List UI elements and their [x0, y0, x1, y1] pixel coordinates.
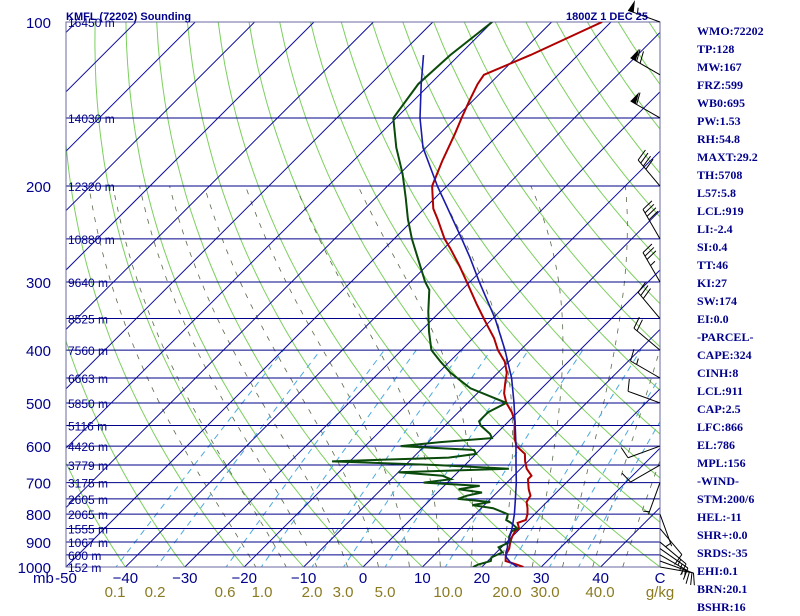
- height-label: 3779 m: [68, 459, 108, 473]
- sounding-index: TH:5708: [697, 166, 800, 184]
- height-label: 1555 m: [68, 523, 108, 537]
- temperature-tick-label: 20: [473, 570, 490, 587]
- sounding-index: EI:0.0: [697, 310, 800, 328]
- sounding-index: STM:200/6: [697, 490, 800, 508]
- height-label: 6663 m: [68, 372, 108, 386]
- height-label: 12320 m: [68, 180, 115, 194]
- sounding-index: CAPE:324: [697, 346, 800, 364]
- sounding-index: -WIND-: [697, 472, 800, 490]
- pressure-tick-label: 100: [26, 15, 51, 32]
- pressure-tick-label: 700: [26, 476, 51, 493]
- chart-title: KMFL (72202) Sounding: [66, 11, 191, 23]
- sounding-index: LCL:911: [697, 382, 800, 400]
- mixing-ratio-label: 0.1: [105, 584, 126, 600]
- temperature-tick-label: 0: [359, 570, 367, 587]
- height-label: 9640 m: [68, 276, 108, 290]
- sounding-index: LFC:866: [697, 418, 800, 436]
- sounding-index: SW:174: [697, 292, 800, 310]
- sounding-index: CAP:2.5: [697, 400, 800, 418]
- mixing-ratio-label: 1.0: [252, 584, 273, 600]
- sounding-index: WB0:695: [697, 94, 800, 112]
- mixing-ratio-label: 0.6: [215, 584, 236, 600]
- sounding-index: BRN:20.1: [697, 580, 800, 598]
- sounding-index: SI:0.4: [697, 238, 800, 256]
- mixing-ratio-label: 20.0: [492, 584, 521, 600]
- mixing-ratio-label: 5.0: [375, 584, 396, 600]
- sounding-index: SRDS:-35: [697, 544, 800, 562]
- height-label: 5116 m: [68, 419, 107, 433]
- mixing-ratio-label: 0.2: [145, 584, 166, 600]
- height-label: 3175 m: [68, 477, 108, 491]
- pressure-tick-label: 200: [26, 179, 51, 196]
- sounding-index: HEL:-11: [697, 508, 800, 526]
- sounding-index: L57:5.8: [697, 184, 800, 202]
- sounding-index: FRZ:599: [697, 76, 800, 94]
- sounding-index: -PARCEL-: [697, 328, 800, 346]
- height-label: 4426 m: [68, 440, 108, 454]
- height-label: 5850 m: [68, 397, 108, 411]
- height-label: 10880 m: [68, 233, 115, 247]
- mixing-ratio-label: 2.0: [302, 584, 323, 600]
- pressure-tick-label: 300: [26, 275, 51, 292]
- mixing-ratio-label: 40.0: [585, 584, 614, 600]
- sounding-index: TP:128: [697, 40, 800, 58]
- pressure-tick-label: 400: [26, 343, 51, 360]
- pressure-tick-label: 500: [26, 396, 51, 413]
- mixing-ratio-label: 30.0: [530, 584, 559, 600]
- sounding-index: MPL:156: [697, 454, 800, 472]
- height-label: 7560 m: [68, 344, 108, 358]
- sounding-index: BSHR:16: [697, 598, 800, 616]
- sounding-index: KI:27: [697, 274, 800, 292]
- sounding-index: EL:786: [697, 436, 800, 454]
- mixing-ratio-label: 3.0: [333, 584, 354, 600]
- sounding-index: SHR+:0.0: [697, 526, 800, 544]
- temperature-tick-label: 10: [414, 570, 431, 587]
- sounding-index: WMO:72202: [697, 22, 800, 40]
- sounding-index: PW:1.53: [697, 112, 800, 130]
- height-label: 14030 m: [68, 112, 115, 126]
- sounding-index: LI:-2.4: [697, 220, 800, 238]
- sounding-index: TT:46: [697, 256, 800, 274]
- pressure-tick-label: 600: [26, 439, 51, 456]
- height-label: 8525 m: [68, 313, 108, 327]
- y-axis-unit-label: mb: [33, 570, 54, 587]
- temperature-tick-label: -50: [55, 570, 77, 587]
- sounding-index: MAXT:29.2: [697, 148, 800, 166]
- sounding-index: RH:54.8: [697, 130, 800, 148]
- sounding-index: EHI:0.1: [697, 562, 800, 580]
- sounding-index: MW:167: [697, 58, 800, 76]
- mixing-ratio-label: 10.0: [433, 584, 462, 600]
- height-label: 2605 m: [68, 493, 108, 507]
- temperature-tick-label: −30: [172, 570, 197, 587]
- sounding-index: CINH:8: [697, 364, 800, 382]
- wind-barb-half-flag: [643, 511, 649, 512]
- sounding-index: LCL:919: [697, 202, 800, 220]
- mixing-ratio-unit: g/kg: [646, 584, 674, 600]
- chart-timestamp: 1800Z 1 DEC 25: [566, 11, 648, 23]
- height-label: 2065 m: [68, 508, 108, 522]
- pressure-tick-label: 800: [26, 507, 51, 524]
- pressure-tick-label: 900: [26, 535, 51, 552]
